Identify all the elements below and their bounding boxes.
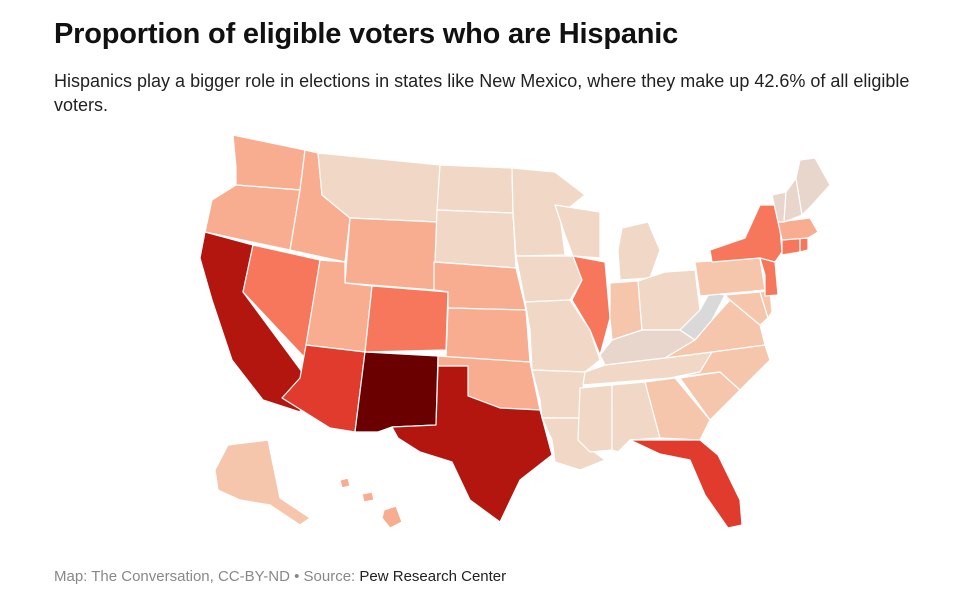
state-NY[interactable] [709,204,783,263]
state-WI[interactable] [554,204,601,259]
state-RI[interactable] [799,237,809,253]
state-AK[interactable] [214,439,311,526]
state-PA[interactable] [694,257,766,297]
state-SD[interactable] [434,209,517,269]
state-NC[interactable] [669,344,771,391]
footer-separator: • [289,568,304,585]
state-MN[interactable] [511,167,586,257]
state-NM[interactable] [354,351,439,433]
source-name: Pew Research Center [359,568,507,585]
state-CT[interactable] [781,237,801,256]
state-MS[interactable] [577,384,613,453]
state-TX[interactable] [391,365,553,523]
state-NE[interactable] [433,261,527,311]
state-FL[interactable] [629,439,743,529]
state-IA[interactable] [515,255,583,303]
map-title: Proportion of eligible voters who are Hi… [54,18,679,50]
state-MI[interactable] [617,221,661,281]
state-MD[interactable] [724,291,769,326]
map-subtitle: Hispanics play a bigger role in election… [54,71,910,115]
state-IL[interactable] [571,255,611,356]
state-OR[interactable] [204,184,301,251]
map-footer: Map: The Conversation, CC-BY-ND • Source… [54,568,506,585]
state-KS[interactable] [445,307,531,363]
state-ND[interactable] [436,164,514,214]
state-HI[interactable] [339,477,403,529]
state-CO[interactable] [364,285,449,353]
source-label: Source: [303,568,360,585]
state-MO[interactable] [524,299,601,373]
state-AZ[interactable] [281,344,366,433]
state-WA[interactable] [232,134,306,191]
state-WY[interactable] [344,217,438,291]
state-ME[interactable] [795,157,831,216]
map-credit: Map: The Conversation, CC-BY-ND [54,568,290,585]
state-GA[interactable] [644,377,711,441]
state-MA[interactable] [777,217,819,241]
